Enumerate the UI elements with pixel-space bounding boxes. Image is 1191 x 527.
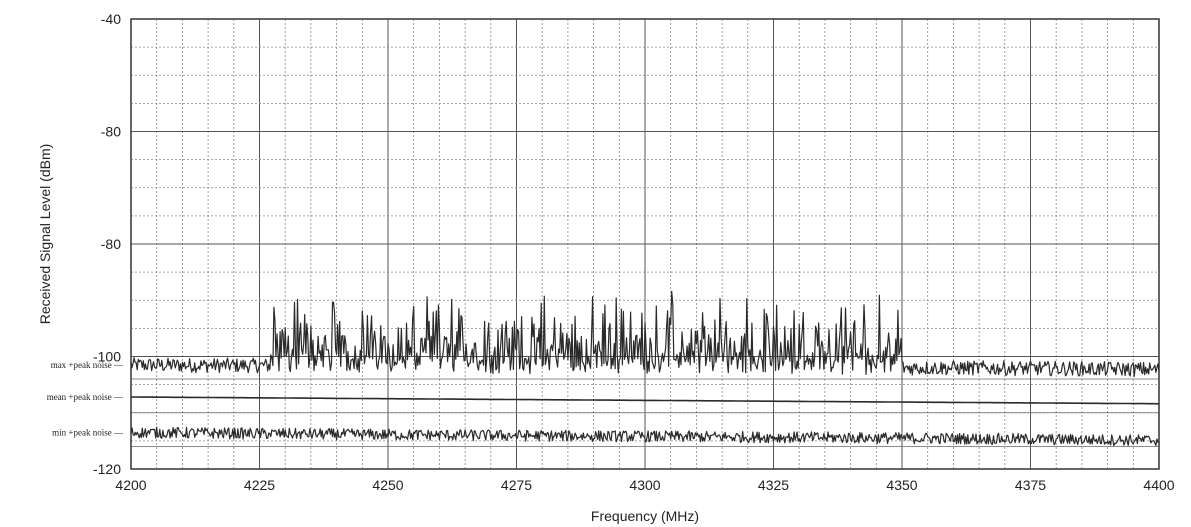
x-tick-label: 4200: [115, 477, 146, 493]
x-tick-label: 4300: [629, 477, 660, 493]
series-labels: max +peak noise — mean +peak noise — min +…: [47, 360, 124, 438]
x-tick-label: 4275: [501, 477, 532, 493]
plot-frame: [130, 18, 1160, 470]
x-tick-label: 4225: [244, 477, 275, 493]
x-tick-labels: 4200 4225 4250 4275 4300 4325 4350 4375 4400: [115, 477, 1174, 493]
series-line: [130, 426, 1160, 447]
x-tick-label: 4325: [758, 477, 789, 493]
y-tick-label: -80: [101, 124, 121, 140]
x-tick-label: 4400: [1143, 477, 1174, 493]
chart-grid: [131, 19, 1159, 469]
y-tick-label: -80: [101, 236, 121, 252]
y-axis-label: Received Signal Level (dBm): [37, 144, 53, 325]
x-tick-label: 4375: [1015, 477, 1046, 493]
series-line: [130, 290, 1160, 377]
series-line: [131, 396, 1160, 405]
series-label: max +peak noise —: [51, 360, 124, 370]
x-tick-label: 4350: [886, 477, 917, 493]
y-tick-labels: -120 -100 -80 -80 -40: [93, 11, 121, 477]
y-tick-label: -120: [93, 461, 121, 477]
series-label: mean +peak noise —: [47, 392, 124, 402]
series-label: min +peak noise —: [52, 427, 124, 437]
x-axis-label: Frequency (MHz): [591, 508, 699, 524]
series-layer: [130, 290, 1160, 447]
x-tick-label: 4250: [372, 477, 403, 493]
y-tick-label: -40: [101, 11, 121, 27]
y-tick-label: -100: [93, 349, 121, 365]
